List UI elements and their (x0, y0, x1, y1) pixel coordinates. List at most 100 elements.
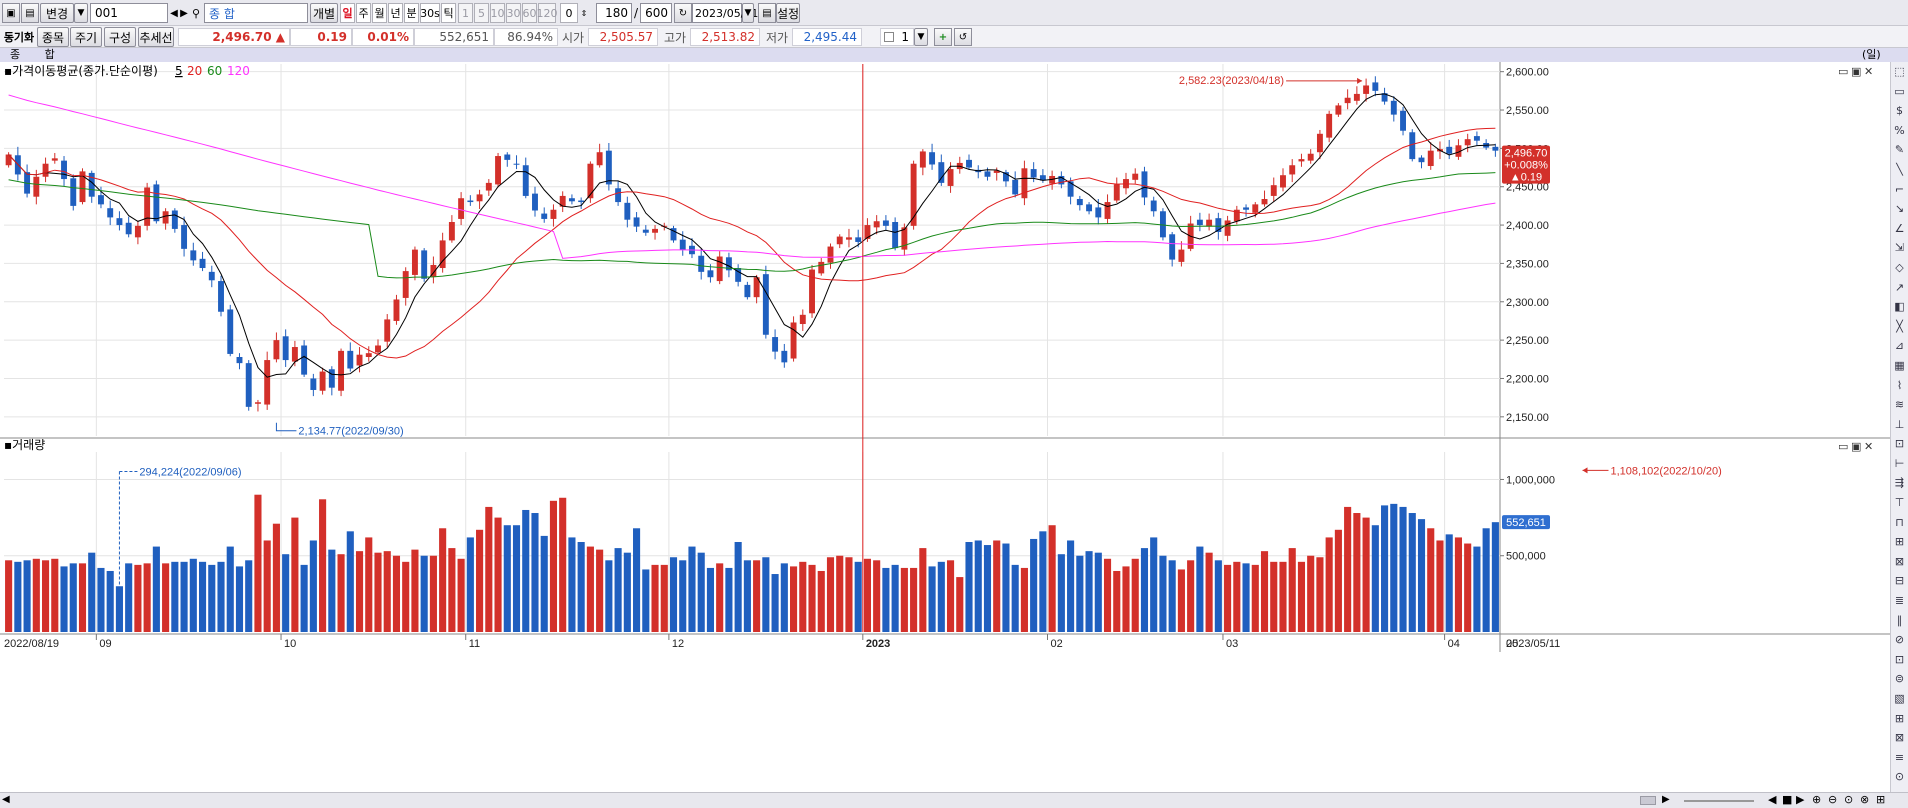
drawing-tool-20-icon[interactable]: ⊢ (1894, 456, 1905, 470)
window-icon[interactable]: ▣ (2, 3, 20, 23)
volume-bar (189, 558, 197, 632)
drawing-tool-6-icon[interactable]: ⌐ (1894, 182, 1905, 196)
drawing-tool-34-icon[interactable]: ⊠ (1894, 731, 1905, 745)
scroll-left-icon[interactable]: ◀ (2, 794, 10, 805)
spin-box[interactable]: 1 (880, 28, 914, 46)
minute-option-4[interactable]: 60 (522, 3, 537, 23)
chevron-down-icon[interactable]: ▼ (914, 28, 928, 46)
magnify-icon[interactable]: ⊗ (1860, 793, 1870, 806)
drawing-tool-22-icon[interactable]: ⊤ (1894, 496, 1905, 510)
volume-panel-control-icon: ▣ (1851, 440, 1861, 453)
chevron-down-icon[interactable]: ▼ (74, 3, 88, 23)
drawing-tool-2-icon[interactable]: $ (1896, 104, 1903, 118)
scroll-right-icon[interactable]: ▶ (1662, 794, 1670, 805)
drawing-tool-23-icon[interactable]: ⊓ (1895, 515, 1904, 529)
compose-button[interactable]: 구성 (104, 27, 136, 47)
minute-option-5[interactable]: 120 (537, 3, 558, 23)
count-input[interactable]: 180 (596, 3, 632, 23)
drawing-tool-28-icon[interactable]: ∥ (1896, 613, 1903, 627)
drawing-tool-13-icon[interactable]: ╳ (1896, 319, 1903, 333)
drawing-tool-21-icon[interactable]: ⇶ (1894, 476, 1905, 490)
minute-option-0[interactable]: 1 (458, 3, 473, 23)
next-icon[interactable]: ▶ (180, 7, 188, 19)
change-button[interactable]: 변경 (40, 3, 74, 23)
period-4[interactable]: 분 (404, 3, 419, 23)
fit-icon[interactable]: ⊞ (1876, 793, 1886, 806)
drawing-tool-16-icon[interactable]: ⌇ (1896, 378, 1903, 392)
minute-option-3[interactable]: 30 (506, 3, 521, 23)
drawing-tool-12-icon[interactable]: ◧ (1894, 300, 1905, 314)
drawing-tool-3-icon[interactable]: % (1894, 123, 1905, 137)
spin-icon[interactable]: ⇕ (580, 8, 588, 18)
drawing-tool-31-icon[interactable]: ⊜ (1894, 672, 1905, 686)
chevron-down-icon[interactable]: ▼ (742, 3, 754, 23)
drawing-tool-29-icon[interactable]: ⊘ (1894, 633, 1905, 647)
drawing-tool-10-icon[interactable]: ◇ (1895, 260, 1904, 274)
period-0[interactable]: 일 (340, 3, 355, 23)
drawing-tool-7-icon[interactable]: ↘ (1894, 202, 1905, 216)
scroll-thumb[interactable] (1640, 796, 1656, 805)
candle-body (310, 378, 317, 390)
open-value: 2,505.57 (588, 28, 658, 46)
checkbox[interactable] (884, 32, 894, 42)
drawing-tool-19-icon[interactable]: ⊡ (1894, 437, 1905, 451)
reset-icon[interactable]: ↺ (954, 28, 972, 46)
name-input[interactable]: 종 합 (204, 3, 308, 23)
zoom-out-icon[interactable]: ⊖ (1828, 793, 1838, 806)
play-icon[interactable]: ▶ (1796, 793, 1805, 806)
minute-option-2[interactable]: 10 (490, 3, 505, 23)
drawing-tool-36-icon[interactable]: ⊙ (1894, 770, 1905, 784)
drawing-tool-24-icon[interactable]: ⊞ (1894, 535, 1905, 549)
drawing-tool-33-icon[interactable]: ⊞ (1894, 711, 1905, 725)
save-icon[interactable]: ▤ (758, 3, 776, 23)
zoom-in-icon[interactable]: ⊕ (1812, 793, 1822, 806)
drawing-tool-26-icon[interactable]: ⊟ (1894, 574, 1905, 588)
layout-icon[interactable]: ▤ (21, 3, 39, 23)
drawing-tool-27-icon[interactable]: ≣ (1894, 594, 1905, 608)
add-icon[interactable]: + (934, 28, 952, 46)
drawing-tool-5-icon[interactable]: ╲ (1896, 162, 1903, 176)
stock-chart[interactable]: 2,150.00 2,200.00 2,250.00 2,300.00 2,350.00… (0, 62, 1890, 792)
drawing-tool-35-icon[interactable]: ≡ (1894, 750, 1905, 764)
stop-icon[interactable]: ■ (1782, 793, 1793, 806)
sync-label[interactable]: 동기화 (3, 31, 35, 44)
drawing-tool-0-icon[interactable]: ⬚ (1894, 65, 1905, 78)
drawing-tool-15-icon[interactable]: ▦ (1894, 358, 1905, 372)
interval-input[interactable]: 0 (560, 3, 578, 23)
drawing-tool-30-icon[interactable]: ⊡ (1894, 652, 1905, 666)
period-3[interactable]: 년 (388, 3, 403, 23)
search-icon[interactable]: ⚲ (191, 6, 201, 20)
candle-body (1039, 175, 1046, 181)
period-button[interactable]: 주기 (70, 27, 102, 47)
code-input[interactable]: 001 (90, 3, 168, 23)
date-input[interactable]: 2023/05/11 (692, 3, 758, 23)
prev-icon[interactable]: ◀ (170, 7, 178, 19)
max-input[interactable]: 600 (640, 3, 672, 23)
scroll-bar[interactable]: ◀ ▶ ◀ ■ ▶ ⊕ ⊖ ⊙ ⊗ ⊞ (0, 792, 1908, 808)
drawing-tool-11-icon[interactable]: ↗ (1894, 280, 1905, 294)
zoom-reset-icon[interactable]: ⊙ (1844, 793, 1854, 806)
drawing-tool-4-icon[interactable]: ✎ (1894, 143, 1905, 157)
zoom-slider[interactable] (1684, 800, 1754, 802)
play-back-icon[interactable]: ◀ (1768, 793, 1777, 806)
drawing-tool-1-icon[interactable]: ▭ (1894, 84, 1905, 98)
settings-button[interactable]: 설정 (776, 3, 800, 23)
drawing-tool-17-icon[interactable]: ≋ (1894, 398, 1905, 412)
drawing-tool-32-icon[interactable]: ▧ (1894, 692, 1905, 705)
period-2[interactable]: 월 (372, 3, 387, 23)
individual-button[interactable]: 개별 (310, 3, 338, 23)
drawing-tool-25-icon[interactable]: ⊠ (1894, 554, 1905, 568)
period-6[interactable]: 틱 (441, 3, 456, 23)
refresh-icon[interactable]: ↻ (674, 3, 692, 23)
item-button[interactable]: 종목 (37, 27, 69, 47)
drawing-tool-9-icon[interactable]: ⇲ (1894, 241, 1905, 255)
trendline-button[interactable]: 추세선 (138, 27, 174, 47)
period-1[interactable]: 주 (356, 3, 371, 23)
drawing-tool-18-icon[interactable]: ⊥ (1894, 417, 1905, 431)
candle-body (134, 225, 141, 238)
period-5[interactable]: 30s (420, 3, 440, 23)
candle-body (1141, 171, 1148, 198)
minute-option-1[interactable]: 5 (474, 3, 489, 23)
drawing-tool-8-icon[interactable]: ∠ (1894, 221, 1905, 235)
drawing-tool-14-icon[interactable]: ⊿ (1894, 339, 1905, 353)
